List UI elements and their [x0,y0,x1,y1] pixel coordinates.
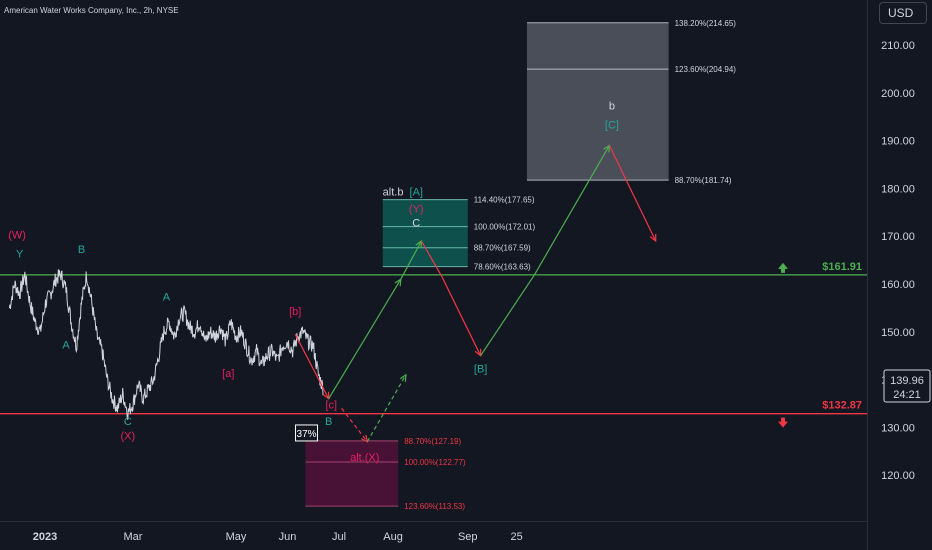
time-tick-label: Jul [332,531,346,543]
fib-level-label: 88.70%(127.19) [404,437,461,446]
currency-label: USD [888,6,914,20]
probability-badge [295,424,319,442]
wave-label: [b] [289,306,301,318]
wave-label: A [62,340,70,352]
projection-path[interactable] [328,278,402,400]
time-tick-label: 25 [511,531,523,543]
projection-path[interactable] [480,145,610,357]
wave-label: [A] [410,187,423,199]
fib-zones-layer: 114.40%(177.65) 100.00%(172.01) 88.70%(167… [305,19,737,511]
fib-zone-green[interactable] [382,199,468,267]
price-series-layer [8,269,324,420]
wave-label: C [412,218,420,230]
fib-level-label: 123.60%(113.53) [404,502,465,511]
level-label: $161.91 [822,261,862,273]
fib-level-label: 123.60%(204.94) [675,65,737,74]
projection-path[interactable] [341,407,368,443]
price-tick-label: 150.00 [881,327,915,339]
wave-label: (W) [8,230,26,242]
currency-button[interactable]: USD [879,2,927,24]
fib-level-label: 114.40%(177.65) [474,196,535,205]
time-axis[interactable]: 2023 Mar May Jun Jul Aug Sep 25 [33,531,523,543]
wave-label: [C] [605,120,619,132]
time-tick-label: Jun [279,531,297,543]
current-price-label: 139.96 24:21 [883,369,931,403]
wave-label: (Y) [409,203,424,215]
arrow-up-icon [778,262,788,273]
price-tick-label: 190.00 [881,136,915,148]
time-tick-label: Aug [383,531,403,543]
time-tick-label: 2023 [33,531,57,543]
price-tick-label: 130.00 [881,422,915,434]
arrow-down-icon [778,417,788,428]
price-tick-label: 200.00 [881,88,915,100]
horizontal-levels-layer: $161.91 $132.87 [0,261,867,428]
wave-label: alt.b [383,187,404,199]
fib-level-label: 100.00%(172.01) [474,223,536,232]
fib-level-label: 88.70%(167.59) [474,244,531,253]
price-tick-label: 180.00 [881,183,915,195]
price-tick-label: 120.00 [881,470,915,482]
time-tick-label: Sep [458,531,478,543]
fib-level-label: 88.70%(181.74) [675,176,732,185]
wave-label: B [325,416,332,428]
fib-level-label: 100.00%(122.77) [404,458,466,467]
price-tick-label: 160.00 [881,279,915,291]
projection-path[interactable] [608,145,657,242]
fib-zone-magenta[interactable] [305,440,399,507]
price-tick-label: 210.00 [881,40,915,52]
price-axis[interactable]: 210.00 200.00 190.00 180.00 170.00 160.00 150.… [881,40,915,482]
wave-label: A [163,292,171,304]
wave-label: [c] [325,399,337,411]
countdown-value: 24:21 [893,389,921,401]
arrow-head-icon [399,373,407,382]
wave-label: [a] [222,368,234,380]
wave-label: alt.(X) [350,452,379,464]
fib-level-label: 138.20%(214.65) [675,19,737,28]
level-label: $132.87 [822,400,862,412]
price-tick-label: 170.00 [881,231,915,243]
projection-paths-layer [294,144,657,443]
fib-level-label: 78.60%(163.63) [474,263,531,272]
wave-label: Y [16,249,24,261]
fib-zone-grey[interactable] [526,22,669,181]
price-line [8,269,324,420]
arrow-head-icon [649,234,657,243]
wave-label: [B] [474,363,487,375]
time-tick-label: Mar [124,531,143,543]
wave-label: b [609,101,615,113]
wave-label: (X) [121,430,136,442]
wave-label: C [124,416,132,428]
projection-path[interactable] [294,333,330,399]
projection-path[interactable] [366,374,407,442]
current-price-value: 139.96 [890,375,924,387]
symbol-title: American Water Works Company, Inc., 2h, … [4,6,179,15]
wave-label: B [78,244,85,256]
time-tick-label: May [226,531,247,543]
projection-path[interactable] [400,240,422,280]
projection-path[interactable] [420,240,482,356]
probability-text: 37% [297,429,317,440]
